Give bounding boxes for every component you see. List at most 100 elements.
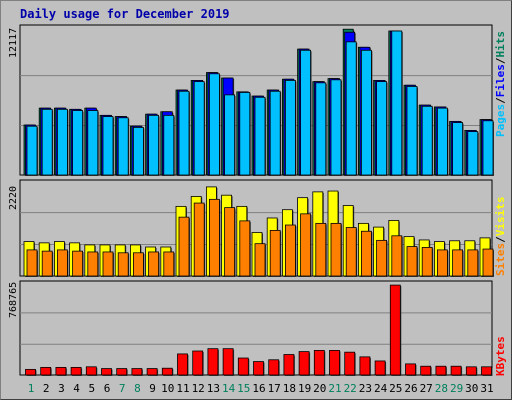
sites-bar xyxy=(406,246,418,277)
x-tick-label: 5 xyxy=(88,382,95,395)
x-tick-label: 22 xyxy=(344,382,357,395)
legend-separator: / xyxy=(494,97,507,104)
x-tick-label: 16 xyxy=(252,382,265,395)
kbytes-bar xyxy=(420,365,432,376)
pages-bar xyxy=(254,96,266,176)
pages-bar xyxy=(330,79,342,176)
x-tick-label: 18 xyxy=(283,382,296,395)
x-tick-label: 30 xyxy=(465,382,478,395)
kbytes-bar xyxy=(25,368,36,376)
legend-entry-pages: Pages xyxy=(494,104,507,137)
sites-bar xyxy=(87,251,99,277)
pages-bar xyxy=(178,90,190,176)
pages-bar xyxy=(26,125,38,176)
sites-bar xyxy=(224,207,236,277)
sites-bar xyxy=(208,198,220,277)
x-tick-label: 29 xyxy=(450,382,463,395)
pages-bar xyxy=(102,116,114,176)
pages-bar xyxy=(57,108,68,176)
pages-bar xyxy=(239,92,251,176)
pages-bar xyxy=(315,82,327,176)
kbytes-bar xyxy=(374,360,386,376)
kbytes-bar xyxy=(55,366,67,376)
sites-bar xyxy=(102,251,114,277)
legend-entry-visits: Visits xyxy=(494,197,507,237)
sites-bar xyxy=(72,250,83,277)
x-tick-label: 1 xyxy=(28,382,35,395)
kbytes-bar xyxy=(465,366,477,376)
kbytes-bar xyxy=(405,363,416,376)
sites-bar xyxy=(345,227,357,277)
kbytes-bar xyxy=(329,350,340,376)
pages-bar xyxy=(148,114,160,176)
sites-bar xyxy=(193,202,205,277)
legend-separator: / xyxy=(494,57,507,64)
x-tick-label: 28 xyxy=(435,382,448,395)
ymax-label-1: 12117 xyxy=(8,28,19,58)
legend-3: KBytes xyxy=(494,336,507,376)
pages-bar xyxy=(482,120,494,176)
pages-bar xyxy=(421,105,433,176)
sites-bar xyxy=(300,213,312,277)
sites-bar xyxy=(360,230,372,277)
kbytes-bar xyxy=(70,366,82,376)
sites-bar xyxy=(239,220,251,277)
kbytes-bar xyxy=(313,350,325,376)
sites-bar xyxy=(452,249,464,277)
chart-title: Daily usage for December 2019 xyxy=(20,7,230,21)
x-tick-label: 9 xyxy=(149,382,156,395)
x-tick-label: 23 xyxy=(359,382,372,395)
x-tick-label: 10 xyxy=(161,382,174,395)
x-tick-label: 27 xyxy=(420,382,433,395)
sites-bar xyxy=(421,247,433,277)
pages-bar xyxy=(132,127,144,176)
pages-bar xyxy=(193,81,205,176)
pages-bar xyxy=(208,73,220,176)
pages-bar xyxy=(436,107,448,176)
kbytes-bar xyxy=(237,357,249,376)
x-tick-label: 12 xyxy=(192,382,205,395)
kbytes-bar xyxy=(359,356,371,376)
pages-bar xyxy=(467,131,479,176)
x-tick-label: 13 xyxy=(207,382,220,395)
pages-bar xyxy=(87,110,99,176)
pages-bar xyxy=(72,110,83,176)
x-tick-label: 20 xyxy=(313,382,326,395)
kbytes-bar xyxy=(101,368,112,376)
legend-entry-hits: Hits xyxy=(494,31,507,58)
pages-bar xyxy=(269,90,281,176)
sites-bar xyxy=(376,239,388,277)
x-tick-label: 14 xyxy=(222,382,236,395)
x-tick-label: 11 xyxy=(176,382,189,395)
x-tick-label: 7 xyxy=(119,382,126,395)
sites-bar xyxy=(436,249,448,277)
pages-bar xyxy=(406,86,418,176)
sites-bar xyxy=(467,249,479,277)
kbytes-bar xyxy=(344,351,356,376)
legend-entry-kbytes: KBytes xyxy=(494,336,507,376)
kbytes-bar xyxy=(85,366,97,376)
sites-bar xyxy=(117,252,129,277)
pages-bar xyxy=(452,122,464,176)
pages-bar xyxy=(41,108,53,176)
legend-separator: / xyxy=(494,236,507,243)
kbytes-bar xyxy=(268,359,280,376)
sites-bar xyxy=(330,222,342,277)
kbytes-bar xyxy=(207,348,219,376)
kbytes-bar xyxy=(116,368,128,376)
kbytes-bar xyxy=(389,284,401,376)
pages-bar xyxy=(300,49,312,176)
sites-bar xyxy=(41,250,53,277)
x-tick-label: 26 xyxy=(404,382,417,395)
ymax-label-2: 2220 xyxy=(8,186,19,210)
x-tick-label: 15 xyxy=(237,382,250,395)
kbytes-bar xyxy=(435,365,447,376)
sites-bar xyxy=(284,224,296,277)
pages-bar xyxy=(284,80,296,176)
pages-bar xyxy=(376,81,388,176)
sites-bar xyxy=(26,249,38,277)
kbytes-bar xyxy=(222,348,234,376)
sites-bar xyxy=(148,251,160,277)
ymax-label-3: 768765 xyxy=(8,282,19,318)
